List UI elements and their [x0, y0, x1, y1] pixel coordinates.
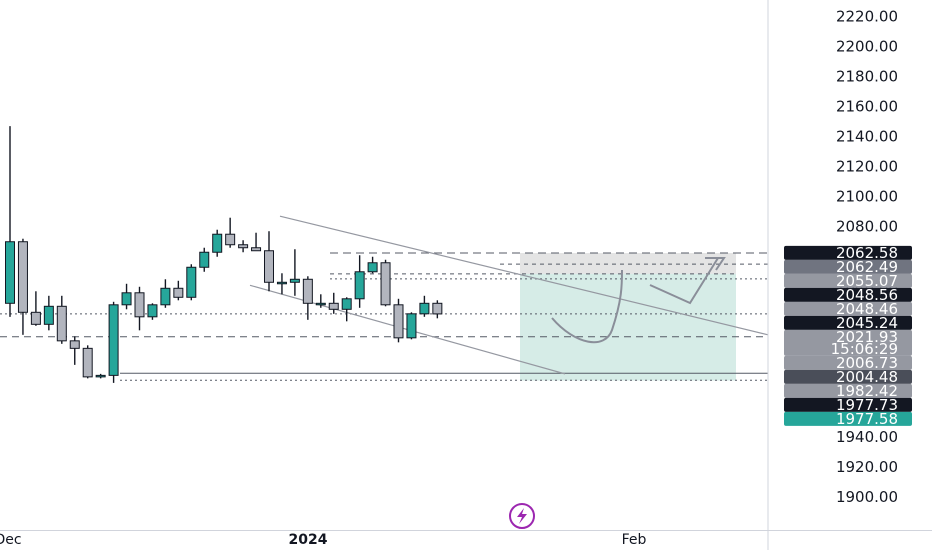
candle-body[interactable] [17, 241, 28, 313]
price-badge [784, 301, 912, 316]
price-badge [784, 397, 912, 412]
arrow-head-icon [705, 257, 726, 271]
candle-body[interactable] [5, 241, 15, 304]
candle-body[interactable] [160, 287, 171, 306]
candle-body[interactable] [393, 304, 404, 339]
price-tick-label: 2120.00 [836, 158, 898, 176]
price-badge-label: 1977.58 [836, 410, 898, 428]
time-tick-label: Feb [622, 532, 647, 548]
candle-body[interactable] [30, 311, 41, 325]
projected-dip-curve[interactable] [551, 269, 623, 344]
time-tick-label: 2024 [289, 532, 328, 548]
price-badge [784, 287, 912, 302]
candle-body[interactable] [225, 233, 236, 246]
price-badge-label: 2004.48 [836, 368, 898, 386]
price-tick-label: 1940.00 [836, 428, 898, 446]
candle-body[interactable] [289, 278, 300, 283]
price-badge [784, 383, 912, 398]
candle-body[interactable] [354, 271, 365, 300]
candle-body[interactable] [108, 304, 119, 376]
price-badge-label: 1977.73 [836, 396, 898, 414]
candle-body[interactable] [56, 305, 67, 342]
candle-body[interactable] [315, 302, 326, 306]
candle-body[interactable] [69, 340, 80, 349]
price-badge [784, 411, 912, 426]
take-profit-zone[interactable] [520, 273, 736, 381]
lightning-logo-icon[interactable] [509, 503, 535, 529]
candle-body[interactable] [419, 302, 430, 315]
price-tick-label: 2220.00 [836, 8, 898, 26]
candle-body[interactable] [238, 244, 249, 249]
price-badge [784, 273, 912, 288]
candle-body[interactable] [302, 278, 313, 304]
candle-body[interactable] [264, 250, 274, 283]
logo-ring [509, 503, 535, 529]
price-tick-label: 1920.00 [836, 458, 898, 476]
price-tick-label: 2100.00 [836, 188, 898, 206]
candle-body[interactable] [43, 305, 54, 325]
price-badge [784, 369, 912, 384]
price-badge [784, 259, 912, 274]
price-badges: 2062.582062.492055.072048.562048.462045.… [784, 244, 912, 428]
price-tick-label: 2080.00 [836, 218, 898, 236]
candle-body[interactable] [173, 287, 184, 298]
candle-body[interactable] [432, 302, 443, 315]
price-tick-label: 2140.00 [836, 128, 898, 146]
candle-body[interactable] [367, 262, 378, 273]
price-tick-label: 2160.00 [836, 98, 898, 116]
price-badge-timer: 15:06:29 [831, 340, 898, 358]
horizontal-levels[interactable] [0, 252, 768, 381]
candle-body[interactable] [95, 374, 106, 378]
price-badge [784, 329, 912, 356]
price-badge-label: 2062.58 [836, 244, 898, 262]
candle-body[interactable] [328, 302, 339, 310]
position-zones[interactable] [520, 253, 736, 381]
candle-body[interactable] [212, 233, 223, 253]
price-badge [784, 355, 912, 370]
price-badge-label: 2062.49 [836, 258, 898, 276]
price-badge-label: 2045.24 [836, 314, 898, 332]
time-axis[interactable]: Dec 2024 Feb [0, 532, 647, 548]
candle-body[interactable] [341, 298, 352, 310]
price-badge-label: 2055.07 [836, 272, 898, 290]
stop-loss-zone[interactable] [520, 253, 736, 274]
price-badge-label: 2048.46 [836, 300, 898, 318]
candle-body[interactable] [186, 266, 197, 298]
price-tick-label: 1900.00 [836, 488, 898, 506]
time-tick-label: Dec [0, 532, 22, 548]
price-badge-label: 1982.42 [836, 382, 898, 400]
price-badge-label: 2021.93 [836, 328, 898, 346]
candle-body[interactable] [147, 304, 158, 318]
price-badge [784, 245, 912, 260]
candle-body[interactable] [82, 347, 93, 378]
candle-body[interactable] [121, 292, 132, 306]
candle-body[interactable] [276, 281, 287, 285]
candles[interactable] [5, 126, 443, 383]
price-badge-label: 2048.56 [836, 286, 898, 304]
candle-body[interactable] [406, 313, 417, 339]
candle-body[interactable] [251, 247, 262, 252]
logo-bolt [517, 508, 527, 524]
price-badge [784, 315, 912, 330]
channel-upper-line[interactable] [279, 215, 769, 336]
candle-body[interactable] [199, 251, 210, 268]
candle-body[interactable] [380, 262, 391, 306]
price-tick-label: 2180.00 [836, 68, 898, 86]
price-tick-label: 2200.00 [836, 38, 898, 56]
price-badge-label: 2006.73 [836, 354, 898, 372]
candle-body[interactable] [134, 292, 145, 318]
projected-rise-path[interactable] [649, 257, 719, 305]
